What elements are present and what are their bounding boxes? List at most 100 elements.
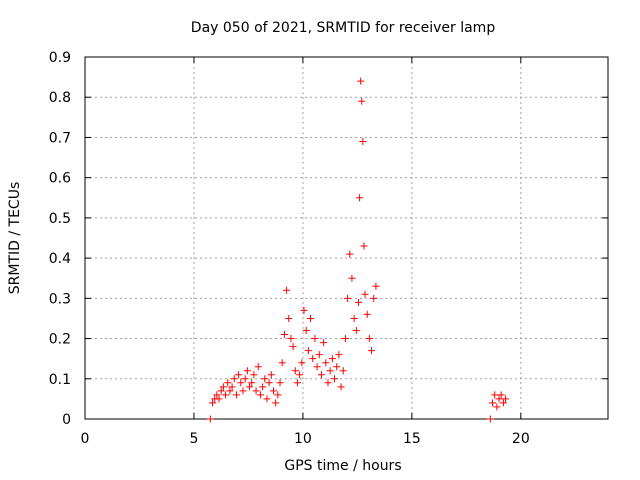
y-tick-label: 0.3 [49,291,71,307]
data-point [333,363,341,371]
data-point [293,379,301,387]
y-tick-label: 0.9 [49,50,71,66]
y-axis-label: SRMTID / TECUs [7,182,23,295]
y-tick-label: 0.5 [49,211,71,227]
data-point [370,294,378,302]
chart-title: Day 050 of 2021, SRMTID for receiver lam… [191,20,496,36]
data-point [493,403,501,411]
data-point [283,286,291,294]
data-point [219,383,227,391]
data-point [341,335,349,343]
data-point [291,367,299,375]
data-point [360,242,368,250]
data-point [315,351,323,359]
data-point [326,367,334,375]
data-point [250,371,258,379]
data-point [324,379,332,387]
data-point [232,391,240,399]
data-point [300,306,308,314]
data-point [239,387,247,395]
data-point [276,379,284,387]
data-point [497,391,505,399]
data-point [348,274,356,282]
data-point [259,383,267,391]
data-point [206,415,214,423]
data-point [307,314,315,322]
data-point [256,391,264,399]
x-tick-label: 15 [403,431,421,447]
data-point [350,314,358,322]
data-point [241,375,249,383]
data-point [224,379,232,387]
y-tick-label: 0.2 [49,332,71,348]
data-point [309,355,317,363]
data-point [226,387,234,395]
data-point [495,395,503,403]
data-point [222,391,230,399]
data-point [320,339,328,347]
axis-ticks [84,56,608,420]
y-tick-label: 0.4 [49,251,71,267]
data-point [502,395,510,403]
data-point [285,314,293,322]
data-point [265,379,273,387]
data-point [354,298,362,306]
data-point [337,383,345,391]
data-point [499,399,507,407]
data-point [296,371,304,379]
data-point [289,343,297,351]
data-point [313,363,321,371]
y-tick-label: 0.1 [49,372,71,388]
data-point [248,379,256,387]
data-points [206,77,510,423]
data-point [243,367,251,375]
data-point [352,327,360,335]
data-point [272,399,280,407]
data-point [298,359,306,367]
data-point [280,331,288,339]
data-point [228,383,236,391]
data-point [368,347,376,355]
data-point [254,363,262,371]
data-point [339,367,347,375]
data-point [322,359,330,367]
data-point [304,347,312,355]
data-point [317,371,325,379]
data-point [361,290,369,298]
data-point [365,335,373,343]
data-point [331,375,339,383]
data-point [489,399,497,407]
grid-lines [85,57,608,419]
data-point [274,391,282,399]
data-point [278,359,286,367]
data-point [252,387,260,395]
data-point [372,282,380,290]
data-point [237,379,245,387]
data-point [328,355,336,363]
data-point [311,335,319,343]
data-point [215,395,223,403]
data-point [363,310,371,318]
data-point [486,415,494,423]
data-point [358,97,366,105]
x-tick-labels: 0 5 10 15 20 [81,431,530,447]
y-tick-label: 0.7 [49,130,71,146]
data-point [263,395,271,403]
data-point [208,399,216,407]
data-point [491,391,499,399]
y-tick-labels: 0 0.1 0.2 0.3 0.4 0.5 0.6 0.7 0.8 0.9 [49,50,71,428]
data-point [346,250,354,258]
y-tick-label: 0 [62,412,71,428]
y-tick-label: 0.6 [49,171,71,187]
x-tick-label: 10 [294,431,312,447]
data-point [344,294,352,302]
data-point [269,387,277,395]
data-point [217,387,225,395]
plot-frame [84,56,609,420]
data-point [213,391,221,399]
data-point [235,371,243,379]
data-point [335,351,343,359]
data-point [230,375,238,383]
data-point [302,327,310,335]
